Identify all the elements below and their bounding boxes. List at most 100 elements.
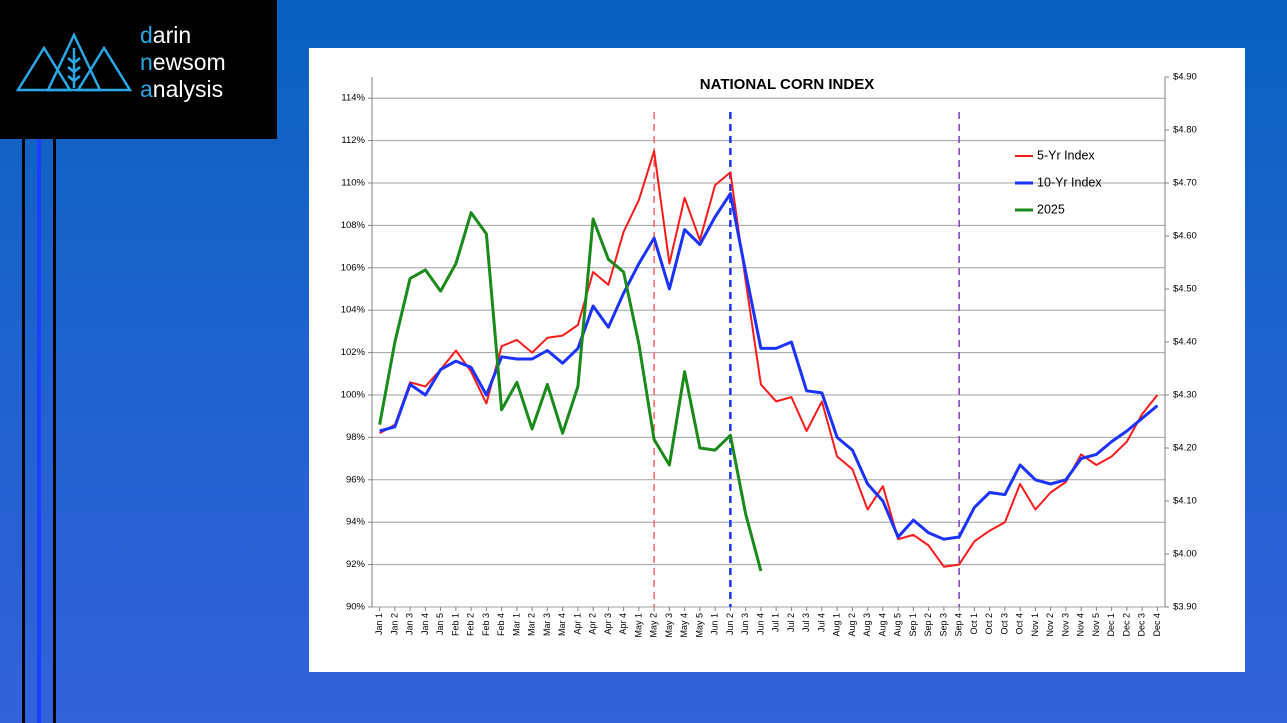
x-tick-label: Feb 3 <box>481 613 491 636</box>
x-tick-label: Sep 1 <box>908 613 918 637</box>
x-tick-label: Nov 4 <box>1076 613 1086 637</box>
x-tick-label: Jan 1 <box>374 613 384 635</box>
x-tick-label: Sep 4 <box>954 613 964 637</box>
x-tick-label: Jun 2 <box>725 613 735 635</box>
y-tick-label: 108% <box>341 220 366 231</box>
logo: darin newsom analysis <box>0 0 277 139</box>
y2-tick-label: $4.80 <box>1173 125 1197 136</box>
y-tick-label: 110% <box>341 178 365 189</box>
x-tick-label: Jul 2 <box>786 613 796 632</box>
y-tick-label: 94% <box>346 517 366 528</box>
x-tick-label: Mar 2 <box>527 613 537 636</box>
x-tick-label: Sep 3 <box>938 613 948 637</box>
x-tick-label: Feb 1 <box>450 613 460 636</box>
x-tick-label: Dec 4 <box>1152 613 1162 637</box>
logo-line: darin <box>140 22 226 49</box>
x-tick-label: Apr 4 <box>618 613 628 635</box>
y-tick-label: 114% <box>341 93 365 104</box>
x-tick-label: Oct 1 <box>969 613 979 635</box>
logo-rest: ewsom <box>152 49 226 75</box>
y2-tick-label: $4.90 <box>1173 72 1197 83</box>
series-line <box>379 150 1159 568</box>
x-tick-label: May 1 <box>633 613 643 638</box>
x-tick-label: Mar 4 <box>557 613 567 636</box>
y-tick-label: 92% <box>346 559 366 570</box>
chart-title: NATIONAL CORN INDEX <box>700 76 874 93</box>
series-line <box>378 211 763 572</box>
x-tick-label: Jul 1 <box>771 613 781 632</box>
x-tick-label: Aug 4 <box>877 613 887 637</box>
y-tick-label: 104% <box>341 305 366 316</box>
logo-icon <box>15 32 133 92</box>
x-tick-label: Nov 1 <box>1030 613 1040 637</box>
x-tick-label: Jan 3 <box>405 613 415 635</box>
x-tick-label: Jun 3 <box>740 613 750 635</box>
x-tick-label: Apr 3 <box>603 613 613 635</box>
y-tick-label: 102% <box>341 347 366 358</box>
x-tick-label: May 2 <box>649 613 659 638</box>
y-tick-label: 100% <box>341 390 366 401</box>
y-tick-label: 98% <box>346 432 366 443</box>
x-tick-label: Nov 5 <box>1091 613 1101 637</box>
y2-tick-label: $4.10 <box>1173 496 1197 507</box>
y2-tick-label: $4.60 <box>1173 231 1197 242</box>
logo-accent: n <box>140 49 153 75</box>
x-tick-label: Dec 2 <box>1121 613 1131 637</box>
logo-accent: d <box>140 22 153 48</box>
x-tick-label: Feb 2 <box>466 613 476 636</box>
x-tick-label: Aug 2 <box>847 613 857 637</box>
y2-tick-label: $3.90 <box>1173 602 1197 613</box>
logo-line: analysis <box>140 76 226 103</box>
x-tick-label: Aug 3 <box>862 613 872 637</box>
x-tick-label: Mar 1 <box>511 613 521 636</box>
x-tick-label: Jan 5 <box>435 613 445 635</box>
x-tick-label: Aug 1 <box>832 613 842 637</box>
y2-tick-label: $4.40 <box>1173 337 1197 348</box>
legend-label: 2025 <box>1037 202 1065 216</box>
y-tick-label: 106% <box>341 262 366 273</box>
y2-tick-label: $4.50 <box>1173 284 1197 295</box>
logo-rest: nalysis <box>152 76 224 102</box>
x-tick-label: Dec 3 <box>1137 613 1147 637</box>
decor-line <box>37 139 41 723</box>
x-tick-label: Jan 4 <box>420 613 430 635</box>
x-tick-label: Nov 2 <box>1045 613 1055 637</box>
logo-line: newsom <box>140 49 226 76</box>
legend-label: 10-Yr Index <box>1037 175 1102 189</box>
x-tick-label: May 4 <box>679 613 689 638</box>
x-tick-label: Sep 2 <box>923 613 933 637</box>
y2-tick-label: $4.20 <box>1173 443 1197 454</box>
x-tick-label: Apr 1 <box>572 613 582 635</box>
x-tick-label: Jun 4 <box>755 613 765 635</box>
x-tick-label: Nov 3 <box>1060 613 1070 637</box>
x-tick-label: May 5 <box>694 613 704 638</box>
decor-line <box>53 139 56 723</box>
series-line <box>379 192 1159 541</box>
x-tick-label: Apr 2 <box>588 613 598 635</box>
x-tick-label: Dec 1 <box>1106 613 1116 637</box>
x-tick-label: Jun 1 <box>710 613 720 635</box>
y2-tick-label: $4.70 <box>1173 178 1197 189</box>
x-tick-label: Aug 5 <box>893 613 903 637</box>
y2-tick-label: $4.30 <box>1173 390 1197 401</box>
logo-text: darin newsom analysis <box>140 22 226 103</box>
legend-label: 5-Yr Index <box>1037 148 1095 162</box>
x-tick-label: Oct 2 <box>984 613 994 635</box>
x-tick-label: Feb 4 <box>496 613 506 636</box>
x-tick-label: Jul 3 <box>801 613 811 632</box>
chart-panel: NATIONAL CORN INDEX 90% 92% 94% 96% 98% 100% 1… <box>309 48 1245 672</box>
y-tick-label: 96% <box>346 474 366 485</box>
x-tick-label: May 3 <box>664 613 674 638</box>
logo-accent: a <box>140 76 153 102</box>
x-tick-label: Mar 3 <box>542 613 552 636</box>
x-tick-label: Oct 3 <box>999 613 1009 635</box>
x-tick-label: Oct 4 <box>1015 613 1025 635</box>
logo-rest: arin <box>152 22 192 48</box>
y2-tick-label: $4.00 <box>1173 549 1197 560</box>
x-tick-label: Jan 2 <box>389 613 399 635</box>
decor-line <box>22 139 25 723</box>
y-tick-label: 90% <box>346 602 366 613</box>
x-tick-label: Jul 4 <box>816 613 826 632</box>
chart: NATIONAL CORN INDEX 90% 92% 94% 96% 98% 100% 1… <box>341 72 1197 638</box>
